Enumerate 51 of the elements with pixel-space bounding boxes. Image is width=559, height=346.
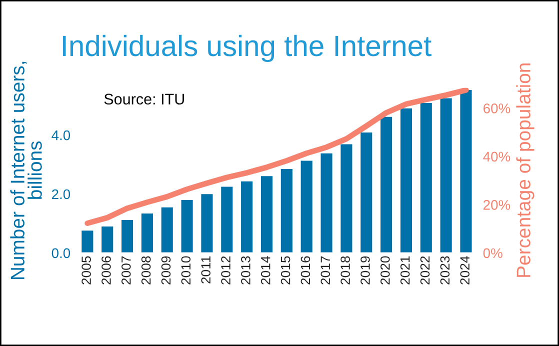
x-tick-label: 2012 [221, 256, 230, 284]
bar [379, 115, 394, 253]
x-tick-label: 2007 [121, 256, 131, 284]
x-tick-label: 2018 [340, 256, 350, 284]
chart-title: Individuals using the Internet [63, 34, 432, 62]
y-axis-title: Number of Internet users, billions [10, 62, 42, 280]
bar [359, 131, 374, 253]
y-tick-label: 4.0 [52, 130, 70, 140]
bar [458, 88, 474, 253]
bar [200, 192, 214, 253]
x-tick-label: 2008 [141, 256, 151, 284]
bar [260, 174, 274, 253]
bar [418, 102, 434, 253]
y-tick-label: 0.0 [52, 248, 70, 258]
annotation: Source: ITU [104, 94, 184, 105]
x-tick-label: 2005 [82, 256, 91, 284]
x-tick-label: 2024 [460, 256, 470, 284]
bar [160, 206, 174, 253]
bar [180, 198, 194, 253]
x-tick-label: 2009 [161, 256, 171, 284]
bar [120, 218, 134, 253]
x-tick-label: 2021 [400, 256, 410, 284]
x-tick-label: 2020 [380, 256, 390, 284]
x-tick-label: 2019 [360, 256, 370, 284]
y2-tick-label: 20% [484, 200, 510, 210]
bar [279, 168, 294, 253]
bar [220, 185, 234, 253]
x-tick-label: 2010 [181, 256, 191, 284]
bar [438, 96, 454, 253]
x-tick-label: 2011 [201, 256, 211, 284]
x-tick-label: 2013 [241, 256, 250, 284]
x-tick-label: 2022 [420, 256, 430, 284]
x-tick-label: 2017 [320, 256, 330, 284]
bar [399, 106, 414, 253]
bar [240, 180, 254, 253]
y2-tick-label: 40% [483, 152, 510, 162]
y2-axis-title: Percentage of population [516, 64, 534, 277]
x-tick-label: 2016 [300, 256, 310, 284]
bar [299, 159, 314, 253]
bar [140, 212, 154, 253]
x-tick-label: 2015 [280, 256, 290, 284]
y2-tick-label: 60% [484, 103, 510, 114]
x-tick-label: 2023 [440, 256, 450, 284]
bar [100, 225, 115, 253]
bar [339, 142, 354, 253]
y2-tick-label: 0% [483, 248, 502, 258]
x-tick-label: 2014 [260, 256, 270, 284]
x-tick-label: 2006 [102, 256, 111, 284]
y-tick-label: 2.0 [52, 189, 70, 200]
bar [319, 152, 334, 253]
bar [80, 229, 95, 253]
